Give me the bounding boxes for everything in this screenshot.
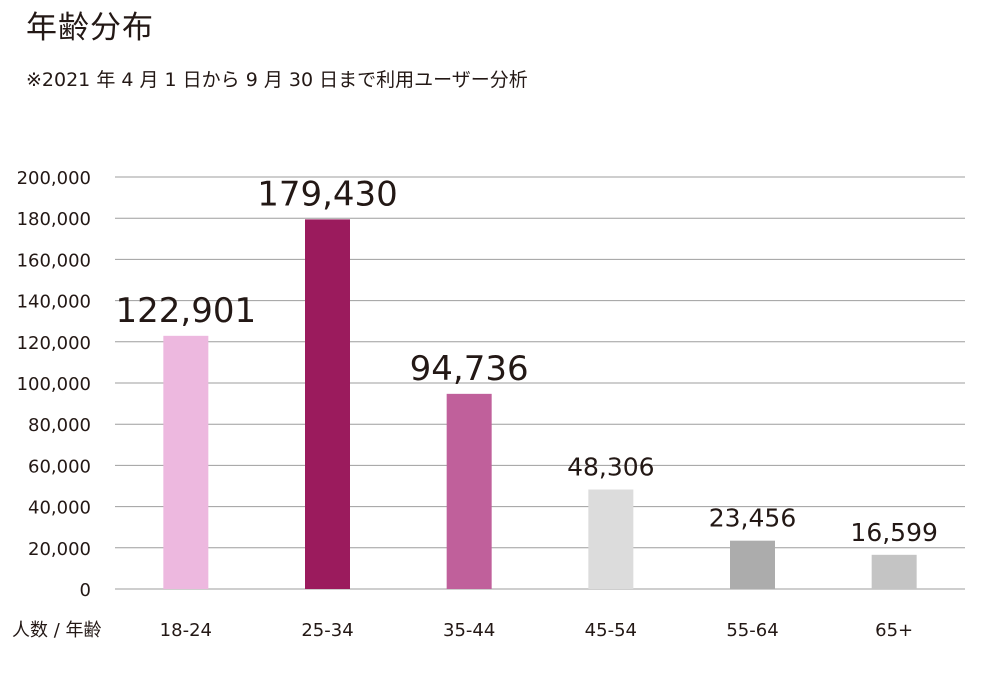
bar-25-34 [305, 219, 350, 589]
bar-18-24 [163, 335, 209, 589]
y-tick-label: 140,000 [17, 292, 91, 313]
bar-55-64 [730, 540, 775, 589]
y-tick-label: 40,000 [28, 498, 91, 519]
value-label: 94,736 [410, 349, 529, 389]
y-tick-label: 200,000 [17, 168, 91, 189]
value-label: 122,901 [116, 291, 257, 331]
x-tick-label: 55-64 [726, 620, 778, 641]
y-tick-label: 60,000 [28, 456, 91, 477]
chart-title: 年齢分布 [26, 10, 154, 46]
y-tick-label: 100,000 [17, 374, 91, 395]
x-tick-label: 35-44 [443, 620, 495, 641]
value-label: 179,430 [257, 174, 398, 214]
y-tick-label: 20,000 [28, 539, 91, 560]
value-label: 23,456 [709, 504, 796, 533]
y-tick-label: 160,000 [17, 250, 91, 271]
y-tick-label: 120,000 [17, 333, 91, 354]
value-label: 16,599 [850, 518, 937, 547]
bar-65+ [871, 554, 917, 589]
x-tick-label: 65+ [875, 620, 913, 641]
bar-35-44 [446, 393, 492, 589]
y-tick-label: 80,000 [28, 415, 91, 436]
x-tick-label: 45-54 [585, 620, 637, 641]
x-axis-label: 人数 / 年齢 [12, 620, 102, 641]
bar-45-54 [588, 489, 634, 589]
chart-subtitle: ※2021 年 4 月 1 日から 9 月 30 日まで利用ユーザー分析 [26, 69, 528, 91]
y-tick-label: 0 [80, 580, 91, 601]
y-tick-label: 180,000 [17, 209, 91, 230]
value-label: 48,306 [567, 452, 654, 481]
x-tick-label: 25-34 [301, 620, 353, 641]
x-tick-label: 18-24 [160, 620, 212, 641]
